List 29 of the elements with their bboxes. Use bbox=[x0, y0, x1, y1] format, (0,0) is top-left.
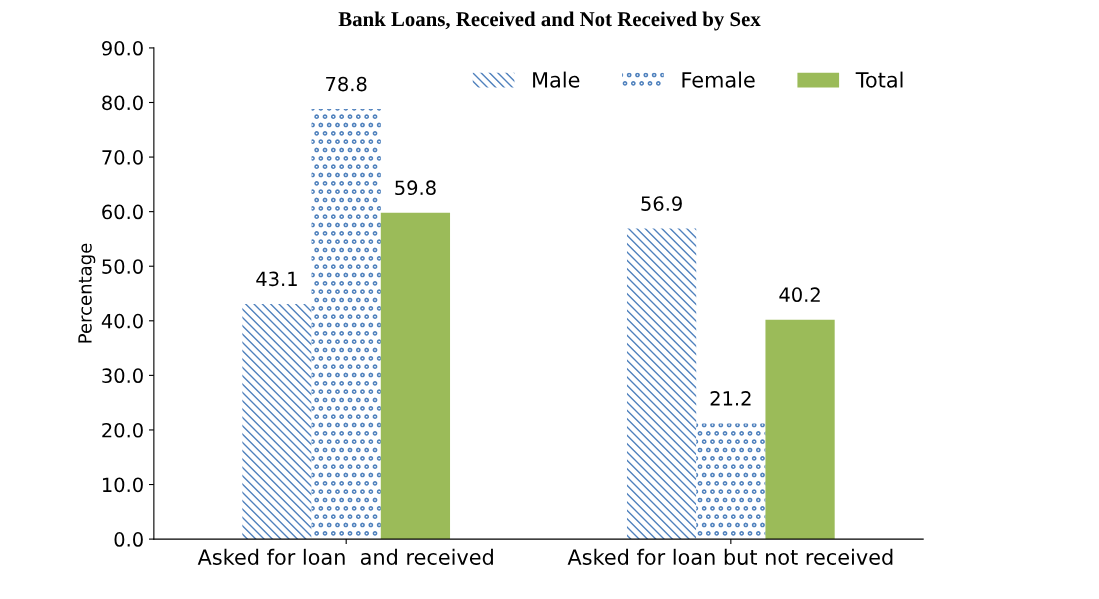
data-label: 21.2 bbox=[710, 391, 751, 406]
bar bbox=[696, 423, 766, 540]
data-label: 59.8 bbox=[395, 180, 436, 196]
data-label: 43.1 bbox=[256, 271, 297, 287]
bar bbox=[380, 212, 451, 540]
y-tick-label: 90.0 bbox=[102, 40, 143, 56]
y-axis-title: Percentage bbox=[78, 243, 96, 343]
y-tick-label: 60.0 bbox=[102, 204, 143, 220]
x-tick-label: Asked for loan and received bbox=[197, 548, 493, 565]
chart-title: Bank Loans, Received and Not Received by Sex bbox=[338, 11, 761, 31]
y-tick-label: 70.0 bbox=[102, 150, 143, 165]
y-tick-label: 0.0 bbox=[114, 532, 143, 547]
x-tick-label: Asked for loan but not received bbox=[567, 548, 893, 565]
y-tick-label: 50.0 bbox=[102, 259, 143, 274]
bar bbox=[626, 228, 697, 540]
data-label: 78.8 bbox=[326, 76, 367, 92]
y-tick-label: 10.0 bbox=[102, 477, 143, 493]
y-tick-label: 80.0 bbox=[102, 95, 143, 111]
bar bbox=[242, 303, 312, 540]
bar bbox=[311, 109, 381, 540]
y-tick-label: 40.0 bbox=[101, 313, 143, 329]
y-tick-label: 30.0 bbox=[102, 368, 143, 384]
data-label: 40.2 bbox=[779, 287, 820, 303]
legend-label: Female bbox=[682, 71, 755, 88]
legend-label: Male bbox=[533, 71, 580, 88]
bar bbox=[765, 319, 835, 540]
legend-label: Total bbox=[855, 71, 903, 88]
y-tick-label: 20.0 bbox=[102, 422, 143, 438]
data-label: 56.9 bbox=[641, 196, 682, 211]
